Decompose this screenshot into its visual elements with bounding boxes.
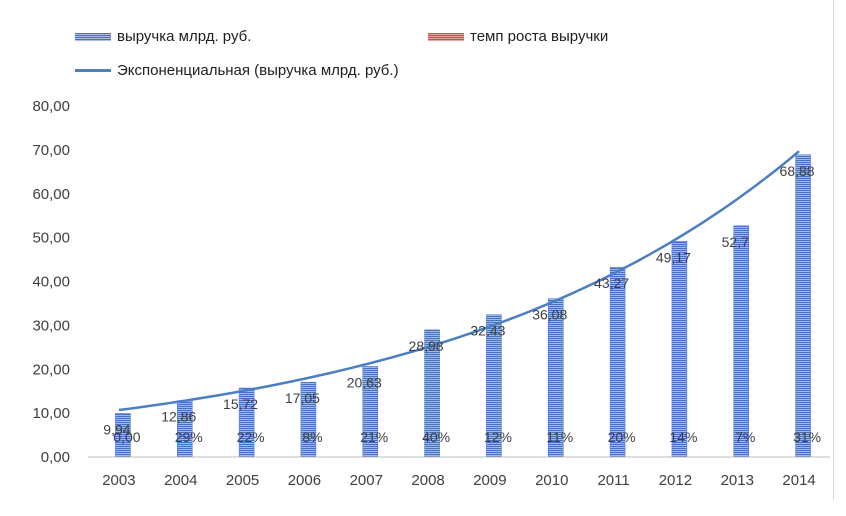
legend-growth: темп роста выручки [428, 28, 608, 45]
data-label-growth-2011: 20% [608, 429, 636, 445]
legend-trend-label: Экспоненциальная (выручка млрд. руб.) [117, 62, 399, 79]
data-label-revenue-2007: 20,63 [347, 374, 382, 390]
legend-trend-swatch [75, 69, 111, 72]
bar-revenue-2013 [733, 225, 749, 458]
data-label-revenue-2005: 15,72 [223, 396, 258, 412]
y-tick-label: 0,00 [41, 449, 70, 466]
data-label-revenue-2012: 49,17 [656, 249, 691, 265]
x-tick-label: 2006 [288, 472, 321, 489]
data-label-revenue-2009: 32,43 [470, 323, 505, 339]
trendline-exponential [118, 150, 800, 412]
bar-revenue-2014 [795, 154, 811, 458]
data-label-growth-2005: 22% [237, 429, 265, 445]
data-label-revenue-2004: 12,86 [161, 409, 196, 425]
y-tick-label: 20,00 [32, 361, 70, 378]
y-tick-label: 30,00 [32, 317, 70, 334]
x-tick-label: 2007 [350, 472, 383, 489]
data-label-growth-2008: 40% [422, 429, 450, 445]
x-tick-label: 2013 [721, 472, 754, 489]
data-label-growth-2003: 0,00 [113, 429, 140, 445]
legend-revenue-label: выручка млрд. руб. [117, 28, 252, 45]
data-label-growth-2012: 14% [669, 429, 697, 445]
x-tick-label: 2004 [164, 472, 197, 489]
legend-trend: Экспоненциальная (выручка млрд. руб.) [75, 62, 399, 79]
data-label-revenue-2006: 17,05 [285, 390, 320, 406]
data-label-revenue-2003: 9,94 [103, 421, 130, 437]
y-tick-label: 50,00 [32, 230, 70, 247]
x-tick-label: 2014 [782, 472, 815, 489]
data-label-revenue-2011: 43,27 [594, 275, 629, 291]
data-label-revenue-2010: 36,08 [532, 307, 567, 323]
data-label-growth-2007: 21% [360, 429, 388, 445]
legend-revenue: выручка млрд. руб. [75, 28, 251, 45]
data-label-revenue-2014: 68,88 [780, 163, 815, 179]
data-label-growth-2004: 29% [175, 429, 203, 445]
x-tick-label: 2008 [411, 472, 444, 489]
x-tick-label: 2010 [535, 472, 568, 489]
data-label-growth-2014: 31% [793, 429, 821, 445]
data-label-revenue-2013: 52,7 [722, 234, 749, 250]
legend-growth-label: темп роста выручки [470, 28, 609, 45]
x-tick-label: 2011 [597, 472, 629, 489]
y-tick-label: 60,00 [32, 186, 70, 203]
data-label-growth-2009: 12% [484, 429, 512, 445]
x-tick-label: 2009 [473, 472, 506, 489]
data-label-growth-2013: 7% [735, 429, 755, 445]
legend-growth-swatch [428, 32, 464, 41]
y-tick-label: 10,00 [32, 405, 70, 422]
x-tick-label: 2012 [659, 472, 692, 489]
x-tick-label: 2005 [226, 472, 259, 489]
y-tick-label: 70,00 [32, 142, 70, 159]
data-label-growth-2010: 11% [546, 429, 573, 445]
x-tick-label: 2003 [102, 472, 135, 489]
legend-revenue-swatch [75, 32, 111, 41]
y-tick-label: 80,00 [32, 98, 70, 115]
y-tick-label: 40,00 [32, 274, 70, 291]
data-label-growth-2006: 8% [302, 429, 322, 445]
data-label-revenue-2008: 28,98 [409, 338, 444, 354]
bar-revenue-2012 [671, 241, 688, 458]
